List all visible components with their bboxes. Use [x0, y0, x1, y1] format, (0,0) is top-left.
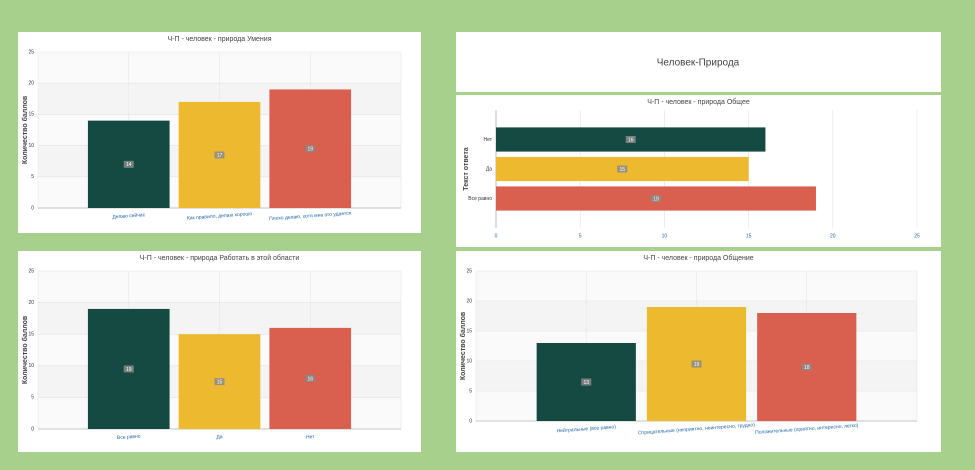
value-label: 19 — [653, 196, 659, 202]
x-tick-label: 15 — [746, 233, 752, 239]
value-label-bg — [617, 165, 628, 173]
y-tick-label: 10 — [28, 143, 34, 149]
x-tick-label: Нет — [306, 434, 316, 441]
y-tick-label: 10 — [28, 363, 34, 369]
y-tick-label: Да — [486, 166, 492, 172]
value-label-bg — [801, 363, 812, 371]
y-tick-label: 15 — [28, 112, 34, 118]
value-label: 16 — [307, 376, 313, 382]
chart-title: Ч-П - человек - природа Общение — [643, 254, 753, 262]
value-label: 19 — [126, 367, 132, 373]
value-label-bg — [305, 374, 316, 382]
value-label-bg — [123, 365, 134, 373]
y-axis-label: Количество баллов — [459, 311, 467, 380]
value-label: 14 — [126, 162, 132, 168]
value-label: 13 — [583, 380, 589, 386]
x-tick-label: 10 — [662, 233, 668, 239]
chart-title: Ч-П - человек - природа Общее — [647, 98, 750, 106]
y-tick-label: 5 — [31, 174, 34, 180]
x-tick-label: Все равно — [117, 433, 141, 441]
value-label-bg — [214, 151, 225, 159]
y-tick-label: 10 — [466, 358, 472, 364]
x-tick-label: 20 — [830, 233, 836, 239]
y-tick-label: 20 — [28, 81, 34, 87]
value-label: 19 — [307, 147, 313, 153]
y-tick-label: 0 — [469, 418, 472, 424]
y-axis-label: Текст ответа — [463, 147, 470, 190]
y-tick-label: 15 — [28, 332, 34, 338]
y-tick-label: 0 — [31, 426, 34, 432]
x-tick-label: Делаю сейчас — [112, 211, 146, 220]
y-tick-label: 15 — [466, 328, 472, 334]
y-tick-label: 0 — [31, 205, 34, 211]
y-tick-label: Все равно — [468, 196, 492, 202]
x-tick-label: 25 — [914, 233, 920, 239]
header-title: Человек-Природа — [657, 58, 740, 69]
value-label: 19 — [694, 362, 700, 368]
y-axis-label: Количество баллов — [21, 315, 29, 384]
x-tick-label: Плохо делаю, хотя мне это удается — [269, 210, 352, 222]
header-panel — [456, 32, 941, 92]
y-tick-label: 5 — [469, 388, 472, 394]
value-label-bg — [123, 160, 134, 168]
x-tick-label: 5 — [579, 233, 582, 239]
value-label: 16 — [628, 137, 634, 143]
value-label: 17 — [217, 153, 223, 159]
y-tick-label: 20 — [28, 300, 34, 306]
chart-title: Ч-П - человек - природа Работать в этой … — [140, 254, 300, 262]
y-tick-label: 25 — [28, 268, 34, 274]
x-tick-label: 0 — [495, 233, 498, 239]
x-tick-label: Как правило, делаю хорошо — [187, 211, 253, 222]
value-label: 15 — [217, 379, 223, 385]
value-label-bg — [650, 195, 661, 202]
value-label-bg — [691, 360, 702, 368]
value-label-bg — [625, 136, 636, 143]
y-axis-label: Количество баллов — [21, 95, 29, 164]
chart-title: Ч-П - человек - природа Умения — [168, 36, 272, 43]
x-tick-label: Нейтральные (все равно) — [556, 423, 616, 434]
y-tick-label: Нет — [483, 137, 492, 143]
y-tick-label: 20 — [466, 298, 472, 304]
value-label-bg — [214, 378, 225, 386]
value-label-bg — [581, 378, 592, 386]
value-label-bg — [305, 145, 316, 153]
value-label: 18 — [804, 365, 810, 371]
value-label: 15 — [620, 167, 626, 173]
y-tick-label: 25 — [466, 268, 472, 274]
y-tick-label: 25 — [28, 49, 34, 55]
y-tick-label: 5 — [31, 395, 34, 401]
x-tick-label: Да — [216, 434, 223, 440]
